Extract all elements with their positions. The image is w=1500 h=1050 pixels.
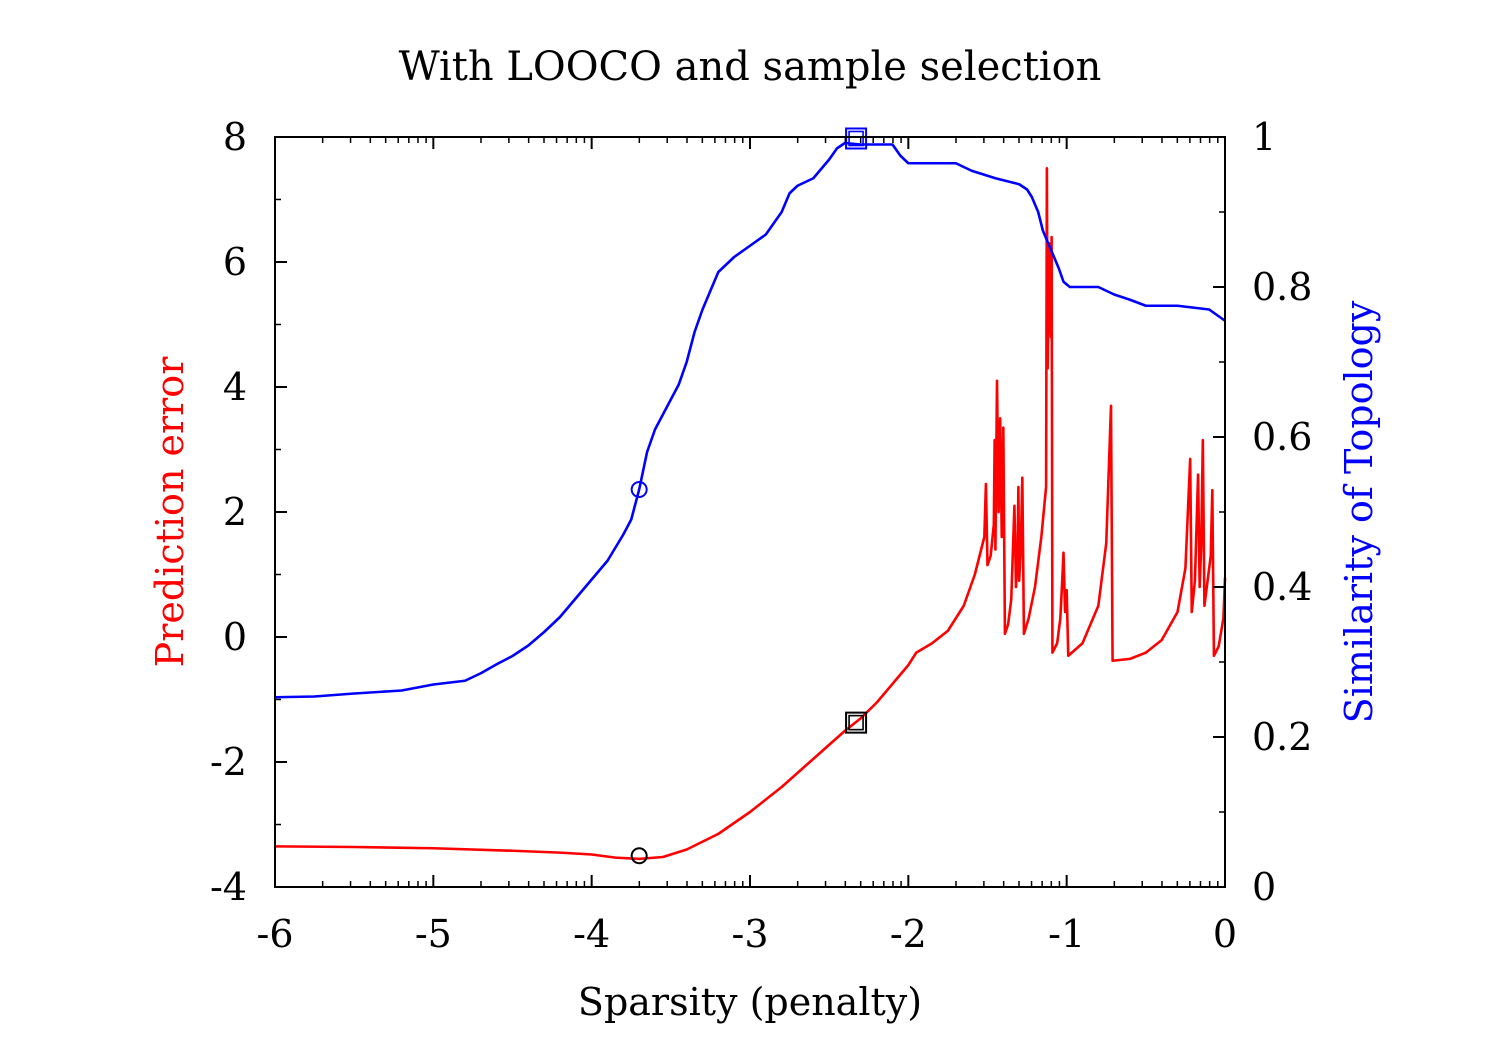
marker-layer — [630, 127, 868, 865]
x-tick-label: 0 — [1213, 912, 1237, 956]
marker-circle-left — [630, 847, 648, 865]
marker-square-outer — [845, 127, 868, 150]
x-axis: -6 -5 -4 -3 -2 -1 0 — [256, 137, 1237, 956]
x-tick-label: -5 — [415, 912, 452, 956]
x-axis-label: Sparsity (penalty) — [578, 980, 922, 1024]
y-left-tick-label: 2 — [223, 490, 247, 534]
series-line-prediction-error — [274, 166, 1227, 861]
y-right-tick-label: 1 — [1252, 115, 1276, 159]
marker-circle-right — [630, 481, 648, 498]
x-tick-label: -4 — [573, 912, 610, 956]
y-right-tick-label: 0.6 — [1252, 415, 1312, 459]
series-line-similarity — [274, 141, 1226, 699]
y-left-tick-label: 4 — [223, 365, 247, 409]
chart-title: With LOOCO and sample selection — [399, 44, 1102, 90]
y-axis-right-label: Similarity of Topology — [1337, 300, 1381, 723]
y-axis-right: 0 0.2 0.4 0.6 0.8 1 — [1213, 115, 1312, 909]
y-right-tick-label: 0.4 — [1252, 565, 1312, 609]
y-right-tick-label: 0.8 — [1252, 265, 1312, 309]
y-left-tick-label: 8 — [223, 115, 247, 159]
x-tick-label: -6 — [256, 912, 293, 956]
y-right-tick-label: 0.2 — [1252, 715, 1312, 759]
series-layer — [274, 141, 1227, 861]
marker-square-left — [845, 711, 868, 734]
marker-square-inner — [848, 130, 864, 147]
marker-square-outer — [845, 711, 868, 734]
marker-square-right — [845, 127, 868, 150]
x-tick-label: -1 — [1048, 912, 1085, 956]
y-left-tick-label: 6 — [223, 240, 247, 284]
marker-square-inner — [848, 714, 864, 731]
y-left-tick-label: -2 — [210, 740, 247, 784]
x-tick-label: -3 — [731, 912, 768, 956]
y-left-tick-label: -4 — [210, 865, 247, 909]
y-axis-left: -4 -2 0 2 4 6 8 — [210, 115, 287, 909]
y-axis-left-label: Prediction error — [148, 356, 192, 668]
x-tick-label: -2 — [890, 912, 927, 956]
plot-frame — [274, 136, 1226, 888]
y-right-tick-label: 0 — [1252, 865, 1276, 909]
y-left-tick-label: 0 — [223, 615, 247, 659]
